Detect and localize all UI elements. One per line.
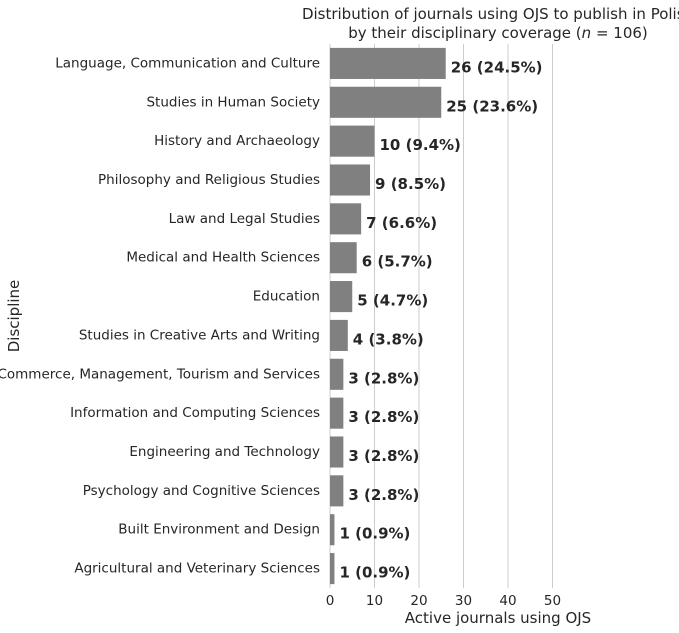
category-label: Language, Communication and Culture <box>55 55 320 71</box>
data-label: 1 (0.9%) <box>339 564 410 582</box>
data-label: 25 (23.6%) <box>446 97 538 115</box>
bar <box>330 436 344 468</box>
bar <box>330 553 335 585</box>
bar <box>330 164 371 196</box>
category-label: Law and Legal Studies <box>169 211 320 227</box>
data-label: 3 (2.8%) <box>348 486 419 504</box>
category-label: History and Archaeology <box>154 133 320 149</box>
y-axis-label: Discipline <box>5 280 23 353</box>
bar <box>330 397 344 429</box>
title-prefix: by their disciplinary coverage ( <box>348 24 581 42</box>
data-label: 6 (5.7%) <box>362 253 433 271</box>
category-label: Built Environment and Design <box>118 522 320 538</box>
category-label: Studies in Human Society <box>146 94 320 110</box>
x-tick-label: 0 <box>326 593 335 609</box>
chart-title-line-1: Distribution of journals using OJS to pu… <box>302 5 679 23</box>
category-label: Commerce, Management, Tourism and Servic… <box>0 366 320 382</box>
category-label: Engineering and Technology <box>129 444 320 460</box>
category-label: Education <box>253 289 320 305</box>
data-labels: 26 (24.5%) 25 (23.6%) 10 (9.4%) 9 (8.5%) 7 (… <box>339 58 542 581</box>
bar <box>330 514 335 546</box>
data-label: 1 (0.9%) <box>339 525 410 543</box>
x-tick-label: 50 <box>544 593 561 609</box>
x-axis-label: Active journals using OJS <box>405 609 591 627</box>
bar <box>330 203 362 235</box>
title-suffix: = 106) <box>591 24 648 42</box>
data-label: 26 (24.5%) <box>451 58 543 76</box>
bar <box>330 86 442 118</box>
category-label: Philosophy and Religious Studies <box>98 172 320 188</box>
category-labels: Language, Communication and Culture Studi… <box>0 55 320 576</box>
data-label: 5 (4.7%) <box>357 292 428 310</box>
bar <box>330 358 344 390</box>
category-label: Medical and Health Sciences <box>126 250 320 266</box>
data-label: 3 (2.8%) <box>348 369 419 387</box>
category-label: Psychology and Cognitive Sciences <box>83 483 320 499</box>
x-tick-labels: 0 10 20 30 40 50 <box>326 593 561 609</box>
bar <box>330 242 357 274</box>
data-label: 4 (3.8%) <box>353 330 424 348</box>
x-tick-label: 30 <box>455 593 472 609</box>
data-label: 7 (6.6%) <box>366 214 437 232</box>
data-label: 10 (9.4%) <box>380 136 461 154</box>
bar <box>330 319 348 351</box>
data-label: 3 (2.8%) <box>348 408 419 426</box>
bar <box>330 47 446 79</box>
category-label: Information and Computing Sciences <box>70 405 320 421</box>
x-tick-label: 10 <box>366 593 383 609</box>
data-label: 9 (8.5%) <box>375 175 446 193</box>
bar <box>330 281 353 313</box>
bar <box>330 475 344 507</box>
chart-title-line-2: by their disciplinary coverage (n = 106) <box>348 24 648 42</box>
data-label: 3 (2.8%) <box>348 447 419 465</box>
title-n-italic: n <box>582 24 592 42</box>
x-tick-label: 20 <box>410 593 427 609</box>
bars <box>330 47 446 585</box>
bar <box>330 125 375 157</box>
category-label: Studies in Creative Arts and Writing <box>79 327 320 343</box>
x-tick-label: 40 <box>499 593 516 609</box>
category-label: Agricultural and Veterinary Sciences <box>74 561 320 577</box>
